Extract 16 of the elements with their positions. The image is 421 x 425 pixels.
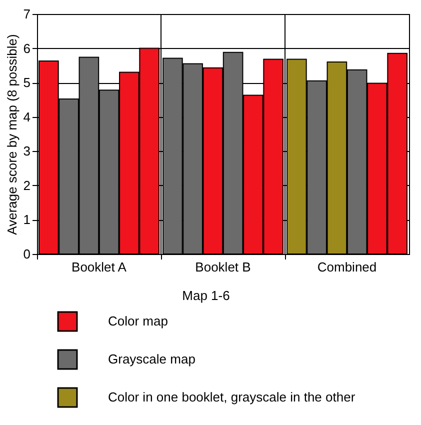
y-tick-label: 7	[23, 6, 30, 22]
y-tick-label: 2	[23, 178, 30, 193]
x-tick-label: Booklet B	[195, 260, 251, 274]
legend-label: Color map	[108, 314, 168, 328]
y-tick-label: 4	[23, 109, 30, 124]
y-tick-label: 3	[23, 144, 30, 159]
legend-label: Color in one booklet, grayscale in the other	[108, 390, 356, 404]
y-tick-label: 5	[23, 75, 30, 90]
legend-label: Grayscale map	[108, 352, 196, 366]
y-tick-label: 1	[23, 212, 30, 228]
y-tick-label: 0	[23, 246, 30, 262]
legend-title: Map 1-6	[182, 288, 230, 303]
x-tick-label: Combined	[317, 260, 377, 274]
y-axis-title: Average score by map (8 possible)	[4, 34, 20, 235]
x-tick-label: Booklet A	[72, 260, 127, 274]
y-tick-label: 6	[23, 40, 30, 56]
